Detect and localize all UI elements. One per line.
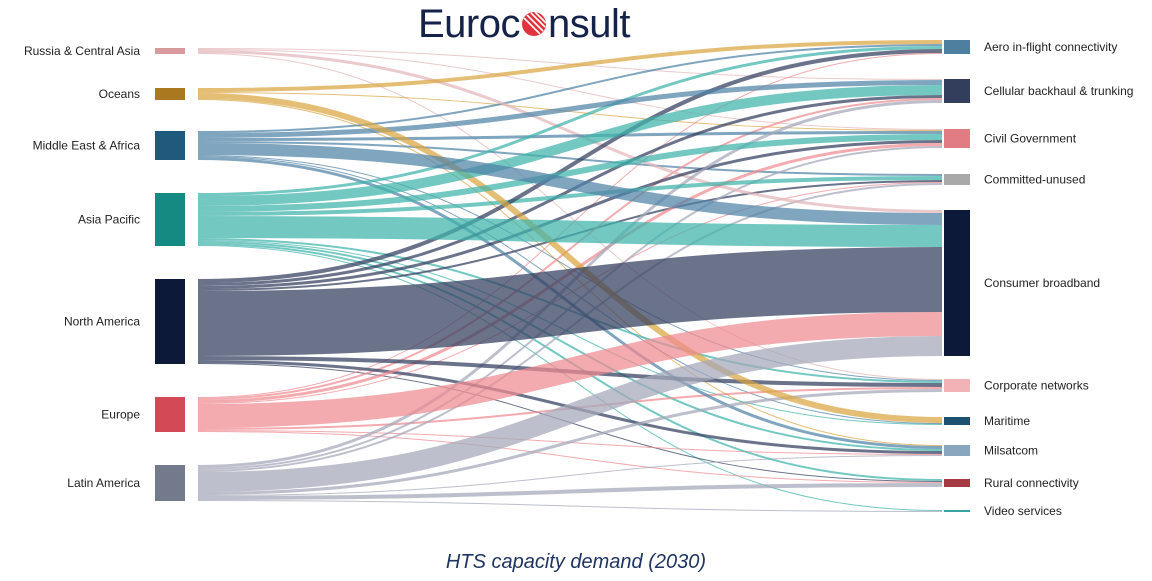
- source-label: Oceans: [99, 87, 140, 101]
- flow-link: [197, 50, 943, 213]
- flow-link: [197, 312, 943, 428]
- flow-link: [197, 40, 943, 92]
- target-label: Rural connectivity: [984, 476, 1079, 490]
- source-node: [155, 193, 185, 246]
- source-node: [155, 48, 185, 54]
- flow-link: [197, 455, 943, 496]
- flow-link: [197, 389, 943, 495]
- flow-link: [197, 155, 943, 381]
- target-label: Committed-unused: [984, 173, 1085, 187]
- flow-link: [197, 80, 943, 138]
- source-node: [155, 397, 185, 432]
- flow-link: [197, 176, 943, 216]
- target-label: Corporate networks: [984, 379, 1089, 393]
- flow-link: [197, 85, 943, 206]
- logo-globe-icon: [522, 11, 547, 36]
- source-node: [155, 88, 185, 100]
- target-node: [944, 510, 970, 512]
- flows-layer: [197, 40, 943, 512]
- flow-link: [197, 483, 943, 500]
- flow-link: [197, 134, 943, 212]
- logo-text-before: Euroc: [418, 1, 521, 46]
- target-node: [944, 79, 970, 103]
- target-node: [944, 40, 970, 54]
- target-node: [944, 210, 970, 356]
- target-label: Aero in-flight connectivity: [984, 40, 1117, 54]
- target-node: [944, 129, 970, 148]
- chart-title: HTS capacity demand (2030): [445, 551, 707, 573]
- flow-link: [197, 336, 943, 492]
- target-label: Milsatcom: [984, 444, 1038, 458]
- target-node: [944, 479, 970, 487]
- flow-link: [197, 98, 943, 400]
- target-label: Cellular backhaul & trunking: [984, 84, 1133, 98]
- target-node: [944, 445, 970, 456]
- logo-text-after: nsult: [548, 1, 631, 46]
- flow-link: [197, 500, 943, 512]
- target-label: Maritime: [984, 414, 1030, 428]
- source-label: Middle East & Africa: [33, 139, 141, 153]
- source-label: Asia Pacific: [78, 213, 140, 227]
- sankey-diagram: Russia & Central Asia Oceans Middle East &…: [24, 40, 1133, 518]
- source-label: Latin America: [67, 476, 140, 490]
- source-node: [155, 131, 185, 160]
- source-node: [155, 279, 185, 364]
- flow-link: [197, 49, 943, 283]
- euroconsult-logo: Euroc nsult: [418, 1, 631, 46]
- flow-link: [197, 44, 943, 133]
- flow-link: [197, 93, 943, 423]
- flow-link: [197, 241, 943, 451]
- flow-link: [197, 247, 943, 356]
- target-label: Civil Government: [984, 132, 1077, 146]
- flow-link: [197, 431, 943, 483]
- flow-link: [197, 131, 943, 141]
- flow-link: [197, 140, 943, 289]
- flow-link: [197, 141, 943, 176]
- target-node: [944, 174, 970, 185]
- source-label: Europe: [101, 408, 140, 422]
- target-node: [944, 379, 970, 392]
- source-node: [155, 465, 185, 501]
- flow-link: [197, 216, 943, 247]
- target-node: [944, 417, 970, 425]
- flow-link: [197, 46, 943, 196]
- flow-link: [197, 143, 943, 225]
- target-label: Consumer broadband: [984, 276, 1100, 290]
- flow-link: [197, 95, 943, 286]
- target-label: Video services: [984, 504, 1062, 518]
- source-label: North America: [64, 315, 140, 329]
- source-label: Russia & Central Asia: [24, 44, 140, 58]
- nodes-layer: Russia & Central Asia Oceans Middle East &…: [24, 40, 1133, 518]
